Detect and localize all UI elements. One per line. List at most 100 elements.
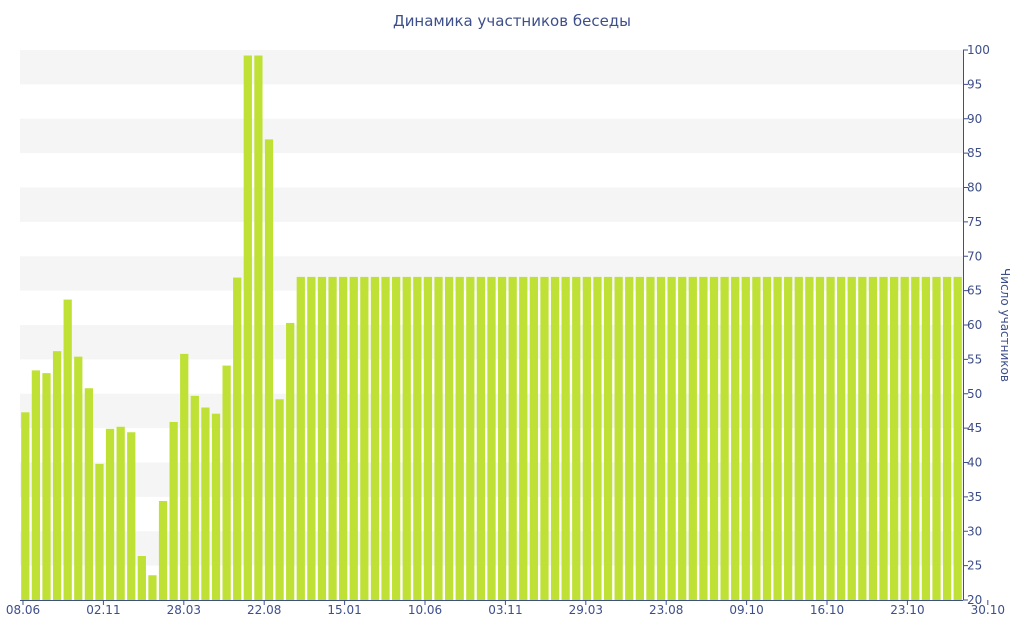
- bar: [656, 276, 666, 601]
- bar: [572, 276, 581, 601]
- bar: [773, 276, 782, 601]
- bar: [21, 412, 30, 600]
- y-tick-label: 55: [967, 352, 982, 366]
- y-tick-label: 80: [967, 181, 982, 195]
- y-tick-label: 90: [967, 112, 982, 126]
- bar: [211, 413, 221, 600]
- bar: [911, 276, 920, 601]
- bar: [519, 276, 528, 601]
- chart-title: Динамика участников беседы: [392, 12, 632, 30]
- y-tick-label: 40: [967, 456, 982, 470]
- bar: [837, 276, 846, 601]
- x-tick-label: 08.06: [6, 603, 40, 617]
- bar: [868, 276, 878, 601]
- y-tick-label: 85: [967, 146, 982, 160]
- x-tick-label: 10.06: [408, 603, 442, 617]
- bar: [731, 276, 740, 601]
- bar: [317, 276, 327, 601]
- bar: [476, 276, 486, 601]
- bar: [360, 276, 369, 601]
- x-tick-label: 23.08: [649, 603, 683, 617]
- bar: [105, 428, 115, 600]
- bar: [688, 276, 697, 601]
- bar: [52, 351, 62, 601]
- grid-band: [20, 118, 963, 154]
- bar: [497, 276, 507, 601]
- bar: [667, 276, 676, 601]
- bar: [805, 276, 814, 601]
- bar: [794, 276, 803, 601]
- bar: [328, 276, 337, 601]
- bar: [603, 276, 613, 601]
- axes-group: 20 25 30 35 40 45 50 55 60 65 70 75 80 85 90 95 100 08.06…: [6, 43, 1005, 617]
- bar: [307, 276, 316, 601]
- y-tick-label: 25: [967, 559, 982, 573]
- bar: [762, 276, 772, 601]
- bar: [349, 276, 358, 601]
- bar: [42, 373, 51, 601]
- y-tick-label: 20: [967, 593, 982, 607]
- y-axis-label: Число участников: [998, 268, 1012, 382]
- bar: [116, 426, 125, 600]
- bar: [879, 276, 888, 601]
- x-tick-label: 15.01: [327, 603, 361, 617]
- bar: [847, 276, 856, 601]
- bar: [709, 276, 719, 601]
- bar: [455, 276, 464, 601]
- bar: [625, 276, 634, 601]
- bar: [529, 276, 539, 601]
- bar: [890, 276, 899, 601]
- bar: [942, 276, 952, 601]
- y-tick-label: 60: [967, 318, 982, 332]
- bar: [402, 276, 411, 601]
- bar: [741, 276, 750, 601]
- bar: [222, 365, 231, 600]
- grid-band: [20, 187, 963, 222]
- y-tick-label: 75: [967, 215, 982, 229]
- bar: [296, 276, 305, 601]
- bar: [74, 356, 83, 601]
- bars-group: [21, 55, 962, 601]
- bar: [815, 276, 825, 601]
- y-tick-label: 70: [967, 249, 982, 263]
- bar: [264, 139, 274, 601]
- x-tick-label: 02.11: [86, 603, 120, 617]
- bar: [423, 276, 433, 601]
- bar: [466, 276, 475, 601]
- bar: [243, 55, 252, 600]
- bar: [31, 370, 41, 601]
- y-tick-label: 95: [967, 77, 982, 91]
- x-tick-label: 22.08: [247, 603, 281, 617]
- bar: [678, 276, 687, 601]
- bar: [201, 407, 210, 600]
- x-tick-label: 03.11: [488, 603, 522, 617]
- y-tick-label: 50: [967, 387, 982, 401]
- bar: [900, 276, 909, 601]
- x-tick-label: 09.10: [729, 603, 763, 617]
- x-tick-label: 16.10: [810, 603, 844, 617]
- y-tick-label: 45: [967, 421, 982, 435]
- bar: [392, 276, 401, 601]
- bar: [127, 432, 136, 600]
- bar: [370, 276, 380, 601]
- bar: [953, 276, 962, 601]
- bar: [932, 276, 941, 601]
- bar: [593, 276, 602, 601]
- bar: [158, 501, 168, 600]
- bar: [720, 276, 729, 601]
- y-tick-label: 30: [967, 524, 982, 538]
- bar: [254, 55, 263, 600]
- y-tick-label: 35: [967, 490, 982, 504]
- bar: [413, 276, 422, 601]
- bar: [190, 395, 199, 600]
- bar: [921, 276, 931, 601]
- bar: [635, 276, 644, 601]
- bar: [169, 421, 178, 600]
- y-tick-label: 100: [967, 43, 990, 57]
- bar: [582, 276, 591, 601]
- x-tick-label: 23.10: [890, 603, 924, 617]
- bar: [444, 276, 454, 601]
- bar: [95, 463, 104, 601]
